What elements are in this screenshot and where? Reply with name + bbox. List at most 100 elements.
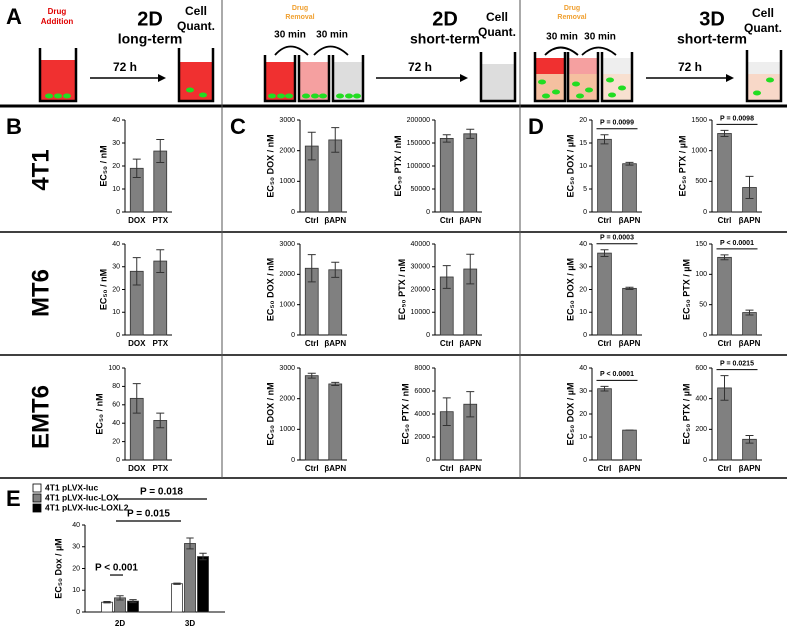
error-bar: [442, 397, 451, 426]
error-bar: [466, 253, 475, 285]
beaker: [533, 52, 634, 103]
time-label: 72 h: [678, 60, 702, 74]
y-tick-label: 100000: [407, 163, 430, 170]
bar: [597, 388, 612, 461]
quant-label: Quant.: [177, 19, 215, 33]
x-tick-label: Ctrl: [718, 216, 732, 225]
beaker: [479, 52, 517, 103]
wash-label: 30 min: [584, 32, 616, 43]
y-tick-label: 40: [112, 420, 120, 427]
y-tick-label: 40: [579, 241, 587, 248]
y-axis-label: EC₅₀ PTX / µM: [682, 259, 692, 320]
y-tick-label: 0: [583, 332, 587, 339]
y-tick-label: 1000: [691, 148, 707, 155]
quant-label: Cell: [185, 4, 207, 18]
schematic-title: 3D: [699, 8, 725, 30]
error-bar: [720, 254, 729, 261]
y-tick-label: 40: [112, 117, 120, 124]
error-bar: [173, 582, 181, 585]
y-axis-label: EC₅₀ DOX / µM: [566, 383, 576, 446]
schematic-subtitle: long-term: [118, 31, 183, 47]
y-tick-label: 150000: [407, 140, 430, 147]
bar: [597, 252, 612, 336]
x-tick-label: βAPN: [459, 339, 481, 348]
legend-label: 4T1 pLVX-luc-LOX: [45, 492, 119, 502]
wash-label: 30 min: [316, 30, 348, 41]
bar: [742, 312, 757, 336]
x-tick-label: 3D: [185, 619, 195, 628]
x-tick-label: Ctrl: [598, 339, 612, 348]
row-label: EMT6: [27, 385, 54, 449]
y-axis-label: EC₅₀ PTX / nM: [397, 259, 407, 320]
bar: [101, 601, 113, 613]
x-tick-label: Ctrl: [440, 464, 454, 473]
y-axis-label: EC₅₀ / nM: [99, 269, 109, 310]
y-tick-label: 20: [72, 565, 80, 572]
y-tick-label: 0: [116, 209, 120, 216]
schematic-title: 2D: [432, 8, 458, 30]
quant-label: Quant.: [478, 25, 516, 39]
x-tick-label: βAPN: [619, 464, 641, 473]
annotation: P < 0.0001: [600, 371, 634, 378]
drug-label: Drug: [292, 5, 308, 12]
bar: [597, 138, 612, 213]
y-tick-label: 80: [112, 383, 120, 390]
y-tick-label: 0: [116, 457, 120, 464]
y-tick-label: 0: [426, 457, 430, 464]
y-tick-label: 20: [579, 117, 587, 124]
legend-swatch: [32, 483, 42, 493]
x-tick-label: DOX: [128, 339, 146, 348]
error-bar: [331, 381, 340, 386]
beaker-fill: [41, 60, 75, 100]
beaker: [38, 48, 78, 103]
error-bar: [745, 175, 754, 200]
error-bar: [600, 385, 609, 392]
x-tick-label: βAPN: [324, 464, 346, 473]
annotation: P = 0.015: [127, 509, 170, 520]
y-axis-label: EC₅₀ DOX / nM: [266, 258, 276, 321]
y-axis-label: EC₅₀ DOX / µM: [566, 135, 576, 198]
beaker: [177, 48, 215, 103]
error-bar: [156, 139, 165, 164]
panel-label: E: [6, 486, 21, 511]
y-tick-label: 20: [112, 163, 120, 170]
panel-label: B: [6, 114, 22, 139]
y-tick-label: 1000: [279, 426, 295, 433]
y-tick-label: 2000: [414, 434, 430, 441]
annotation: P = 0.0098: [720, 115, 754, 122]
error-bar: [442, 134, 451, 143]
error-bar: [307, 131, 316, 161]
schematic-subtitle: short-term: [410, 31, 480, 47]
y-tick-label: 20: [112, 286, 120, 293]
bar: [197, 556, 209, 613]
y-tick-label: 0: [291, 457, 295, 464]
legend-swatch: [32, 503, 42, 513]
panel-label: C: [230, 114, 246, 139]
y-tick-label: 5: [583, 186, 587, 193]
bar: [717, 256, 732, 336]
x-tick-label: PTX: [152, 464, 168, 473]
x-tick-label: Ctrl: [440, 216, 454, 225]
y-axis-label: EC₅₀ PTX / µM: [678, 136, 688, 197]
error-bar: [129, 599, 137, 604]
y-tick-label: 30: [72, 544, 80, 551]
y-tick-label: 15: [579, 140, 587, 147]
bar: [439, 137, 454, 213]
annotation: P = 0.0215: [720, 361, 754, 368]
bar: [622, 163, 637, 213]
bar: [463, 133, 478, 213]
error-bar: [625, 161, 634, 166]
y-tick-label: 10: [112, 186, 120, 193]
schematic-title: 2D: [137, 8, 163, 30]
y-tick-label: 500: [695, 178, 707, 185]
bar: [328, 383, 343, 461]
x-tick-label: Ctrl: [718, 339, 732, 348]
x-tick-label: PTX: [152, 339, 168, 348]
row-label: MT6: [27, 269, 54, 317]
y-tick-label: 40: [72, 522, 80, 529]
y-tick-label: 0: [583, 457, 587, 464]
error-bar: [600, 134, 609, 145]
y-tick-label: 0: [703, 209, 707, 216]
y-tick-label: 20: [579, 411, 587, 418]
